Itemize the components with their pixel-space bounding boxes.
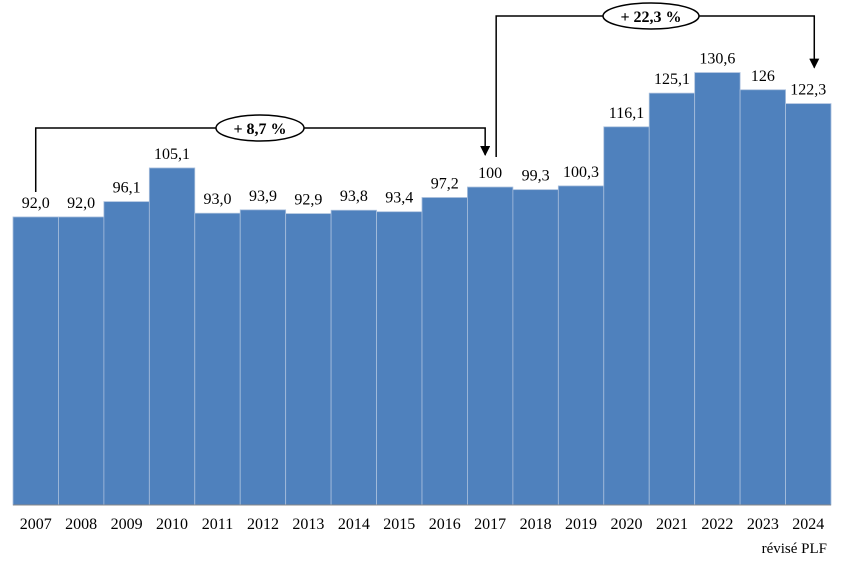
- x-tick-label: 2013: [292, 516, 324, 533]
- x-tick-label: 2011: [202, 516, 233, 533]
- bar: [603, 126, 650, 506]
- value-label: 93,8: [340, 188, 368, 205]
- value-label: 97,2: [431, 176, 459, 193]
- bar: [512, 189, 559, 506]
- bar: [148, 167, 196, 506]
- value-label: 116,1: [609, 105, 644, 122]
- value-label: 126: [751, 68, 775, 85]
- value-label: 92,9: [294, 192, 322, 209]
- x-tick-label: 2022: [701, 516, 733, 533]
- x-tick-label: 2015: [383, 516, 415, 533]
- bar: [694, 72, 741, 506]
- annotation: + 22,3 %: [620, 9, 681, 26]
- value-label: 122,3: [790, 82, 826, 99]
- value-label: 105,1: [154, 146, 190, 163]
- x-tick-label: 2009: [111, 516, 143, 533]
- x-tick-label: 2016: [429, 516, 461, 533]
- annotation: + 8,7 %: [233, 121, 286, 138]
- bar: [376, 211, 423, 506]
- bar: [739, 89, 786, 506]
- value-label: 92,0: [22, 195, 50, 212]
- x-tick-label: 2014: [338, 516, 370, 533]
- x-tick-label: 2012: [247, 516, 279, 533]
- bar: [285, 213, 332, 506]
- value-label: 100: [478, 165, 502, 182]
- x-tick-label: 2010: [156, 516, 188, 533]
- bar: [648, 92, 696, 506]
- value-label: 92,0: [67, 195, 95, 212]
- bar: [194, 212, 241, 506]
- x-tick-label: 2020: [611, 516, 643, 533]
- x-tick-label: 2018: [520, 516, 552, 533]
- value-label: 93,9: [249, 188, 277, 205]
- x-note: révisé PLF: [762, 541, 827, 557]
- annotation-bubble: [602, 2, 700, 30]
- value-label: 93,4: [385, 190, 413, 207]
- x-tick-label: 2024: [792, 516, 824, 533]
- x-tick-label: 2007: [20, 516, 52, 533]
- value-label: 99,3: [522, 168, 550, 185]
- bar: [58, 216, 105, 506]
- value-label: 93,0: [204, 191, 232, 208]
- x-tick-label: 2023: [747, 516, 779, 533]
- annotation-bubble: [215, 114, 305, 142]
- bar: [103, 201, 150, 506]
- value-label: 130,6: [699, 51, 735, 68]
- bar: [557, 185, 605, 506]
- bar: [330, 209, 377, 506]
- value-label: 96,1: [113, 180, 141, 197]
- bar: [12, 216, 59, 506]
- value-label: 100,3: [563, 164, 599, 181]
- bar: [785, 103, 832, 506]
- x-tick-label: 2008: [65, 516, 97, 533]
- x-tick-label: 2019: [565, 516, 597, 533]
- bar: [421, 197, 468, 506]
- value-label: 125,1: [654, 71, 690, 88]
- bar: [467, 186, 514, 506]
- x-tick-label: 2021: [656, 516, 688, 533]
- x-tick-label: 2017: [474, 516, 506, 533]
- bar: [239, 209, 287, 506]
